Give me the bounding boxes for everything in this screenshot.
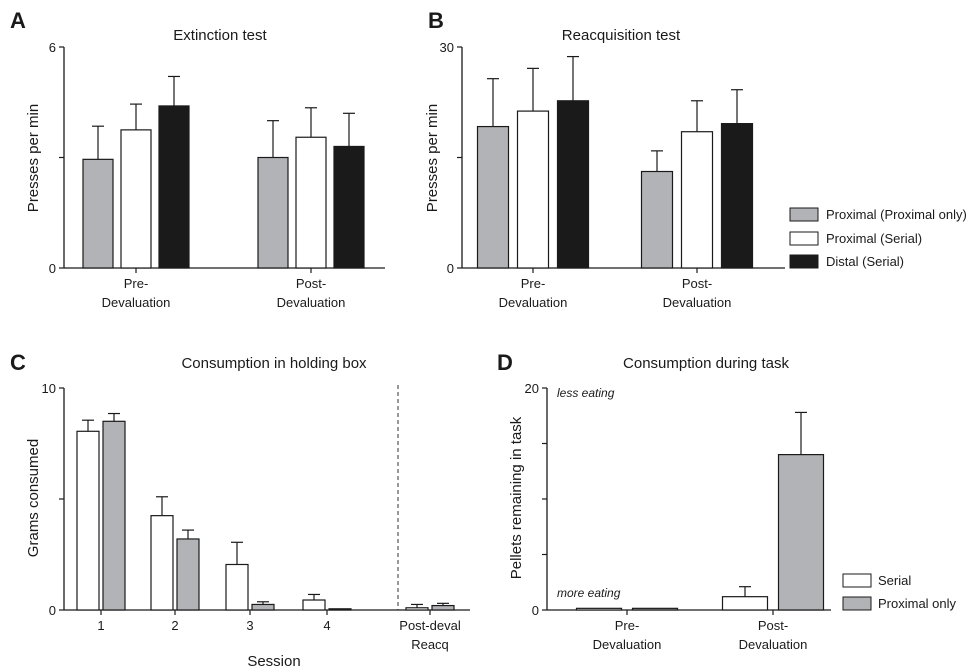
legend-label: Proximal (Serial): [826, 231, 922, 246]
legend-swatch-proximal-only: [789, 207, 819, 222]
y-tick-label: 0: [49, 261, 56, 276]
annotation-less-eating: less eating: [557, 386, 615, 400]
bar: [516, 110, 550, 269]
x-tick-label: Devaluation: [277, 295, 346, 310]
panel-d-ylabel: Pellets remaining in task: [508, 416, 525, 579]
x-tick-label: 3: [246, 618, 253, 633]
bar: [431, 604, 455, 611]
panel-a-title: Extinction test: [173, 27, 267, 44]
x-tick-label: Pre-: [124, 276, 149, 291]
bar: [640, 170, 674, 269]
x-tick-label: Pre-: [521, 276, 546, 291]
y-tick-label: 0: [49, 603, 56, 618]
legend-swatch-proximal-serial: [789, 231, 819, 246]
y-tick-label: 0: [532, 603, 539, 618]
legend-label: Distal (Serial): [826, 254, 904, 269]
bar: [777, 454, 825, 611]
panel-letter-d: D: [497, 350, 513, 375]
x-tick-label: Devaluation: [499, 295, 568, 310]
bar: [476, 125, 510, 269]
bar: [575, 607, 623, 611]
x-tick-label: Devaluation: [739, 637, 808, 652]
annotation-more-eating: more eating: [557, 586, 621, 600]
x-tick-label: 2: [171, 618, 178, 633]
bar: [120, 129, 152, 269]
x-tick-label: 1: [97, 618, 104, 633]
legend-swatch-proximal-only: [842, 596, 872, 611]
bar: [333, 145, 365, 269]
x-tick-label: 4: [323, 618, 330, 633]
panel-b-ylabel: Presses per min: [424, 104, 441, 212]
legend-label: Proximal only: [878, 596, 957, 611]
panel-letter-c: C: [10, 350, 26, 375]
y-tick-label: 0: [447, 261, 454, 276]
x-tick-label: Post-deval: [399, 618, 461, 633]
panel-d-title: Consumption during task: [623, 355, 789, 372]
bar: [102, 420, 126, 611]
panel-letter-b: B: [428, 8, 444, 33]
x-tick-label: Devaluation: [593, 637, 662, 652]
x-tick-label: Post-: [682, 276, 712, 291]
bar: [328, 608, 352, 611]
panel-letter-a: A: [10, 8, 26, 33]
y-tick-label: 6: [49, 40, 56, 55]
x-tick-label: Devaluation: [102, 295, 171, 310]
y-tick-label: 30: [440, 40, 454, 55]
legend-label: Serial: [878, 573, 911, 588]
bar: [82, 158, 114, 269]
legend-label: Proximal (Proximal only): [826, 207, 967, 222]
x-tick-label: Pre-: [615, 618, 640, 633]
panel-c-xlabel: Session: [247, 653, 300, 670]
plot-layer: 06Pre-DevaluationPost-Devaluation030Pre-…: [42, 40, 831, 652]
y-tick-label: 20: [525, 381, 539, 396]
y-tick-label: 10: [42, 381, 56, 396]
bar: [556, 100, 590, 269]
legend-swatch-serial: [842, 573, 872, 588]
bar: [302, 599, 326, 611]
bar: [251, 603, 275, 611]
bar: [76, 430, 100, 611]
bar: [176, 538, 200, 611]
bar: [631, 607, 679, 611]
legend-swatch-distal-serial: [789, 254, 819, 269]
x-tick-label: Devaluation: [663, 295, 732, 310]
panel-c-title: Consumption in holding box: [181, 355, 367, 372]
legend-d: Serial Proximal only: [842, 573, 957, 611]
bar: [257, 156, 289, 269]
bar: [158, 105, 190, 269]
x-tick-label: Post-: [758, 618, 788, 633]
panel-a-ylabel: Presses per min: [25, 104, 42, 212]
panel-b-title: Reacquisition test: [562, 27, 681, 44]
bar: [295, 136, 327, 269]
bar: [225, 563, 249, 611]
legend-ab: Proximal (Proximal only) Proximal (Seria…: [789, 207, 967, 269]
bar: [720, 123, 754, 269]
panel-c-ylabel: Grams consumed: [25, 439, 42, 557]
bar: [680, 131, 714, 269]
bar: [150, 515, 174, 611]
x-tick-label: Reacq: [411, 637, 449, 652]
x-tick-label: Post-: [296, 276, 326, 291]
bar: [721, 596, 769, 611]
bar: [405, 607, 429, 611]
